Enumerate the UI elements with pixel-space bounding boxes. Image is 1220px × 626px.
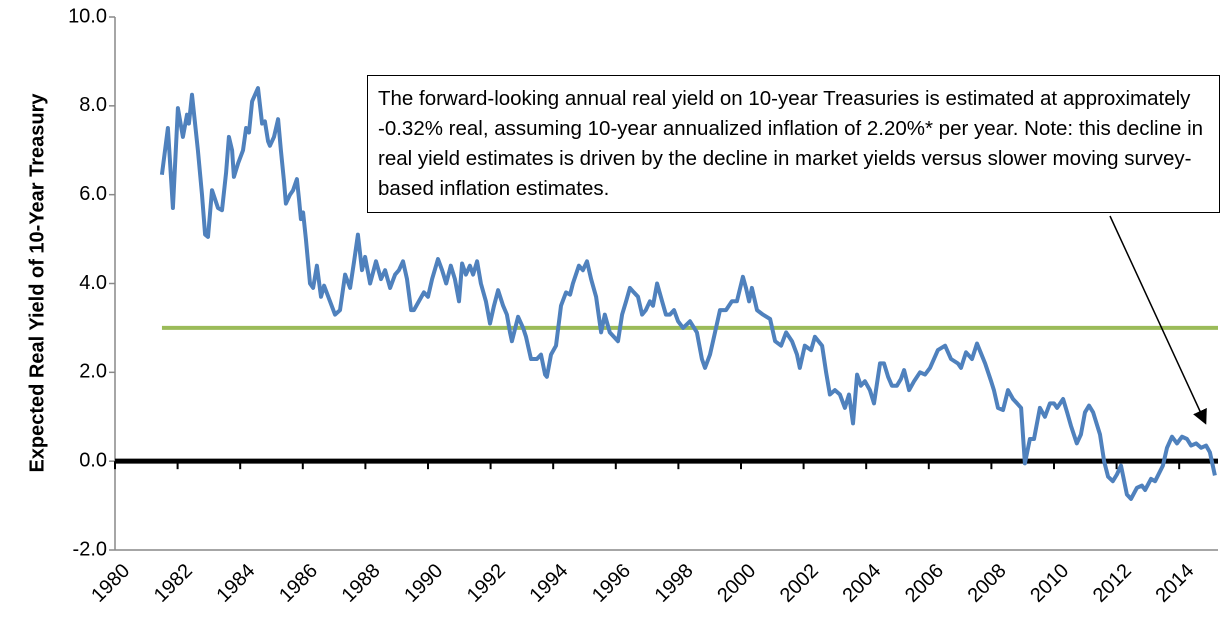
- x-tick-label: 2006: [901, 560, 948, 607]
- y-axis-label: Expected Real Yield of 10-Year Treasury: [26, 93, 48, 473]
- x-tick-label: 1984: [212, 560, 259, 607]
- y-tick-label: -2.0: [73, 538, 107, 560]
- y-tick-label: 8.0: [79, 94, 107, 116]
- y-tick-label: 4.0: [79, 272, 107, 294]
- x-tick-label: 1982: [150, 560, 197, 607]
- x-tick-label: 2004: [838, 560, 885, 607]
- x-tick-label: 1980: [87, 560, 134, 607]
- annotation-box: The forward-looking annual real yield on…: [367, 75, 1220, 213]
- y-tick-label: 2.0: [79, 361, 107, 383]
- x-tick-label: 2012: [1089, 560, 1136, 607]
- y-tick-label: 10.0: [68, 5, 107, 27]
- x-tick-label: 1998: [651, 560, 698, 607]
- x-tick-label: 2000: [713, 560, 760, 607]
- x-tick-label: 1988: [338, 560, 385, 607]
- x-tick-label: 1990: [400, 560, 447, 607]
- y-tick-label: 0.0: [79, 449, 107, 471]
- series-line: [159, 86, 1217, 501]
- x-tick-label: 2010: [1026, 560, 1073, 607]
- x-tick-label: 1996: [588, 560, 635, 607]
- x-tick-label: 1992: [463, 560, 510, 607]
- x-tick-label: 1986: [275, 560, 322, 607]
- x-tick-label: 2008: [964, 560, 1011, 607]
- x-tick-label: 2002: [776, 560, 823, 607]
- annotation-arrow: [1109, 215, 1207, 425]
- x-tick-label: 1994: [525, 560, 572, 607]
- x-tick-label: 2014: [1151, 560, 1198, 607]
- y-tick-label: 6.0: [79, 183, 107, 205]
